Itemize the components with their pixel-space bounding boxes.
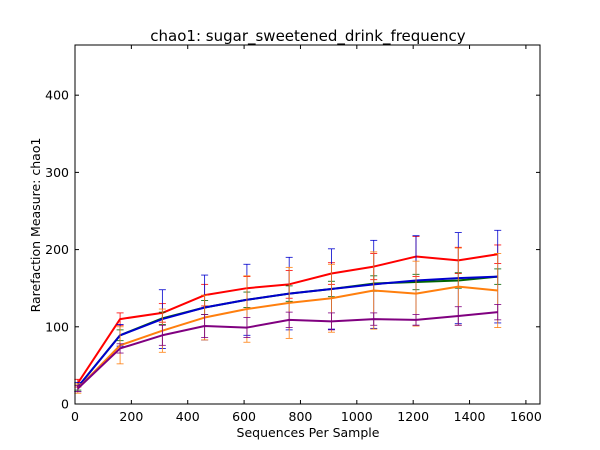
x-tick-label: 1200: [397, 409, 429, 424]
x-tick-label: 1000: [341, 409, 373, 424]
x-tick-label: 1400: [454, 409, 486, 424]
series-line: [77, 311, 498, 390]
x-axis-ticks: 0 200 400 600 800 1000 1200 1400 1600: [71, 45, 542, 424]
series-2: [74, 229, 502, 393]
x-tick-label: 0: [71, 409, 79, 424]
plot-area: [74, 44, 541, 405]
chart-title: chao1: sugar_sweetened_drink_frequency: [150, 27, 466, 46]
x-tick-label: 200: [119, 409, 143, 424]
y-tick-label: 200: [45, 242, 69, 257]
y-tick-label: 400: [45, 88, 69, 103]
series-4: [74, 304, 502, 393]
x-tick-label: 400: [176, 409, 200, 424]
plot-frame: [74, 44, 541, 405]
y-tick-label: 300: [45, 165, 69, 180]
y-axis-ticks: 0 100 200 300 400: [45, 88, 540, 412]
y-tick-label: 0: [61, 397, 69, 412]
y-axis-label: Rarefaction Measure: chao1: [28, 138, 43, 313]
x-tick-label: 1600: [510, 409, 542, 424]
series-line: [77, 285, 498, 390]
x-tick-label: 800: [289, 409, 313, 424]
x-tick-label: 600: [232, 409, 256, 424]
series-line: [77, 275, 498, 388]
x-axis-label: Sequences Per Sample: [237, 425, 380, 440]
y-tick-label: 100: [45, 319, 69, 334]
